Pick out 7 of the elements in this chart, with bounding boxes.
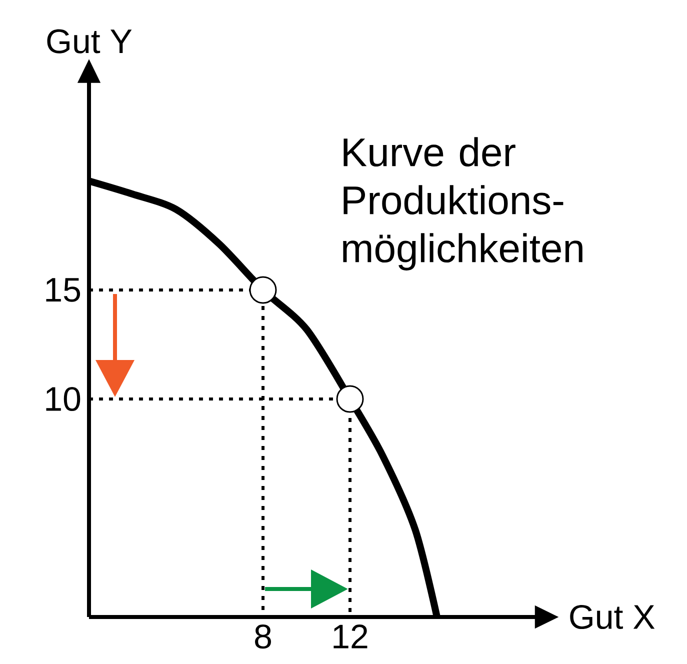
x-axis-title: Gut X <box>570 604 655 630</box>
y-tick-label: 15 <box>46 278 80 302</box>
y-axis-title: Gut Y <box>47 29 132 54</box>
x-tick-label: 8 <box>255 624 271 649</box>
annotation: Kurve der Produktions-möglichkeiten <box>343 137 582 270</box>
y-tick-label: 10 <box>46 386 80 412</box>
x-tick-label: 12 <box>334 624 368 648</box>
